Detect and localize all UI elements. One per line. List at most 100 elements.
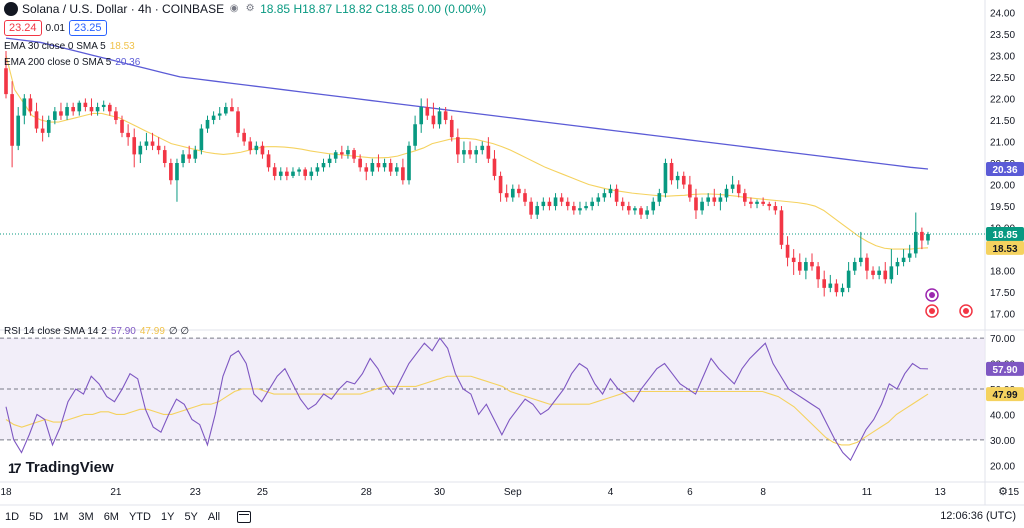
candle-body [419,107,424,125]
rsi-tick-label: 30.00 [990,436,1015,447]
candle-body [517,188,521,194]
candle-body [846,270,851,288]
candle-body [449,119,454,138]
settings-icon[interactable]: ⚙ [245,3,255,14]
candle-body [724,188,729,198]
candle-body [608,188,613,194]
rsi-tick-label: 70.00 [990,334,1015,345]
timeframe-all[interactable]: All [207,510,221,523]
candle-body [34,111,39,129]
timeframe-1y[interactable]: 1Y [160,510,175,523]
candle-body [730,184,735,189]
sell-price-button[interactable]: 23.24 [4,20,42,36]
ema30-line [5,55,929,250]
candle-body [773,206,778,211]
candle-body [669,163,674,181]
candle-body [743,193,747,202]
calendar-icon[interactable] [237,510,252,523]
candle-body [175,163,179,181]
candle-body [920,231,924,241]
candle-body [199,128,204,151]
buy-price-button[interactable]: 23.25 [69,20,107,36]
rsi-value: 57.90 [110,326,136,337]
symbol-title[interactable]: Solana / U.S. Dollar · 4h · COINBASE [22,2,225,16]
candle-body [645,210,649,215]
timeframe-5y[interactable]: 5Y [184,510,198,523]
price-tick-label: 22.50 [990,73,1015,84]
candle-body [889,266,894,280]
timeframe-3m[interactable]: 3M [78,510,94,523]
candle-body [266,154,271,168]
candle-body [89,107,94,112]
candle-body [657,193,662,202]
candle-body [16,115,21,146]
candle-body [718,197,723,202]
spread-value: 0.01 [45,22,65,34]
candle-body [370,163,375,172]
candle-body [828,283,833,288]
candle-body [901,257,906,263]
candle-body [28,98,33,112]
time-tick-label: 28 [361,487,373,498]
time-tick-label: 23 [190,487,202,498]
candle-body [779,210,784,245]
event-flag-icon-dot [929,308,935,314]
rsi-tick-label: 40.00 [990,410,1015,421]
candle-body [547,201,552,207]
candle-body [223,107,228,114]
timeframe-5d[interactable]: 5D [29,510,44,523]
candle-body [333,152,338,159]
axis-settings-icon[interactable]: ⚙ [998,485,1008,498]
candle-body [504,193,509,198]
rsi-line [5,337,929,462]
candle-body [327,158,332,163]
candle-body [193,150,198,159]
candle-body [761,201,765,204]
ema30-legend[interactable]: EMA 30 close 0 SMA 5 18.53 [4,41,135,52]
rsi-tick-label: 20.00 [990,461,1015,472]
candle-body [150,141,155,146]
candle-body [883,270,888,280]
time-tick-label: 18 [0,487,12,498]
ema200-legend[interactable]: EMA 200 close 0 SMA 5 20.36 [4,57,140,68]
candle-body [120,119,124,133]
utc-clock[interactable]: 12:06:36 (UTC) [940,510,1016,522]
timeframe-1m[interactable]: 1M [53,510,69,523]
candle-body [285,171,289,176]
candle-body [309,171,314,176]
candle-body [248,141,253,151]
candle-body [706,197,711,202]
ema30-label: EMA 30 close 0 SMA 5 [4,41,106,52]
candle-body [474,150,478,155]
candle-body [443,111,448,120]
eye-icon[interactable]: ◉ [229,3,239,14]
candle-body [510,188,515,198]
candle-body [346,150,350,155]
timeframe-ytd[interactable]: YTD [128,510,151,523]
candle-body [230,107,234,112]
timeframe-6m[interactable]: 6M [103,510,119,523]
candle-body [456,137,460,155]
candle-body [535,206,540,215]
candle-body [407,145,411,181]
candle-body [584,206,588,209]
rsi-legend[interactable]: RSI 14 close SMA 14 2 57.90 47.99 ∅ ∅ [4,326,189,337]
candle-body [620,201,625,207]
candle-body [65,107,69,116]
timeframe-1d[interactable]: 1D [5,510,20,523]
candle-body [926,234,930,241]
ema200-line [5,37,929,170]
candle-body [101,104,106,108]
candle-body [431,115,436,125]
tradingview-logo[interactable]: 17 TradingView [8,459,114,476]
candle-body [376,163,381,168]
bottom-toolbar: 1D 5D 1M 3M 6M YTD 1Y 5Y All 12:06:36 (U… [0,505,1024,528]
time-tick-label: 8 [760,487,766,498]
candle-body [590,201,594,207]
candle-body [4,68,8,95]
candle-body [340,152,344,155]
candle-body [156,145,161,151]
candle-body [236,111,240,133]
